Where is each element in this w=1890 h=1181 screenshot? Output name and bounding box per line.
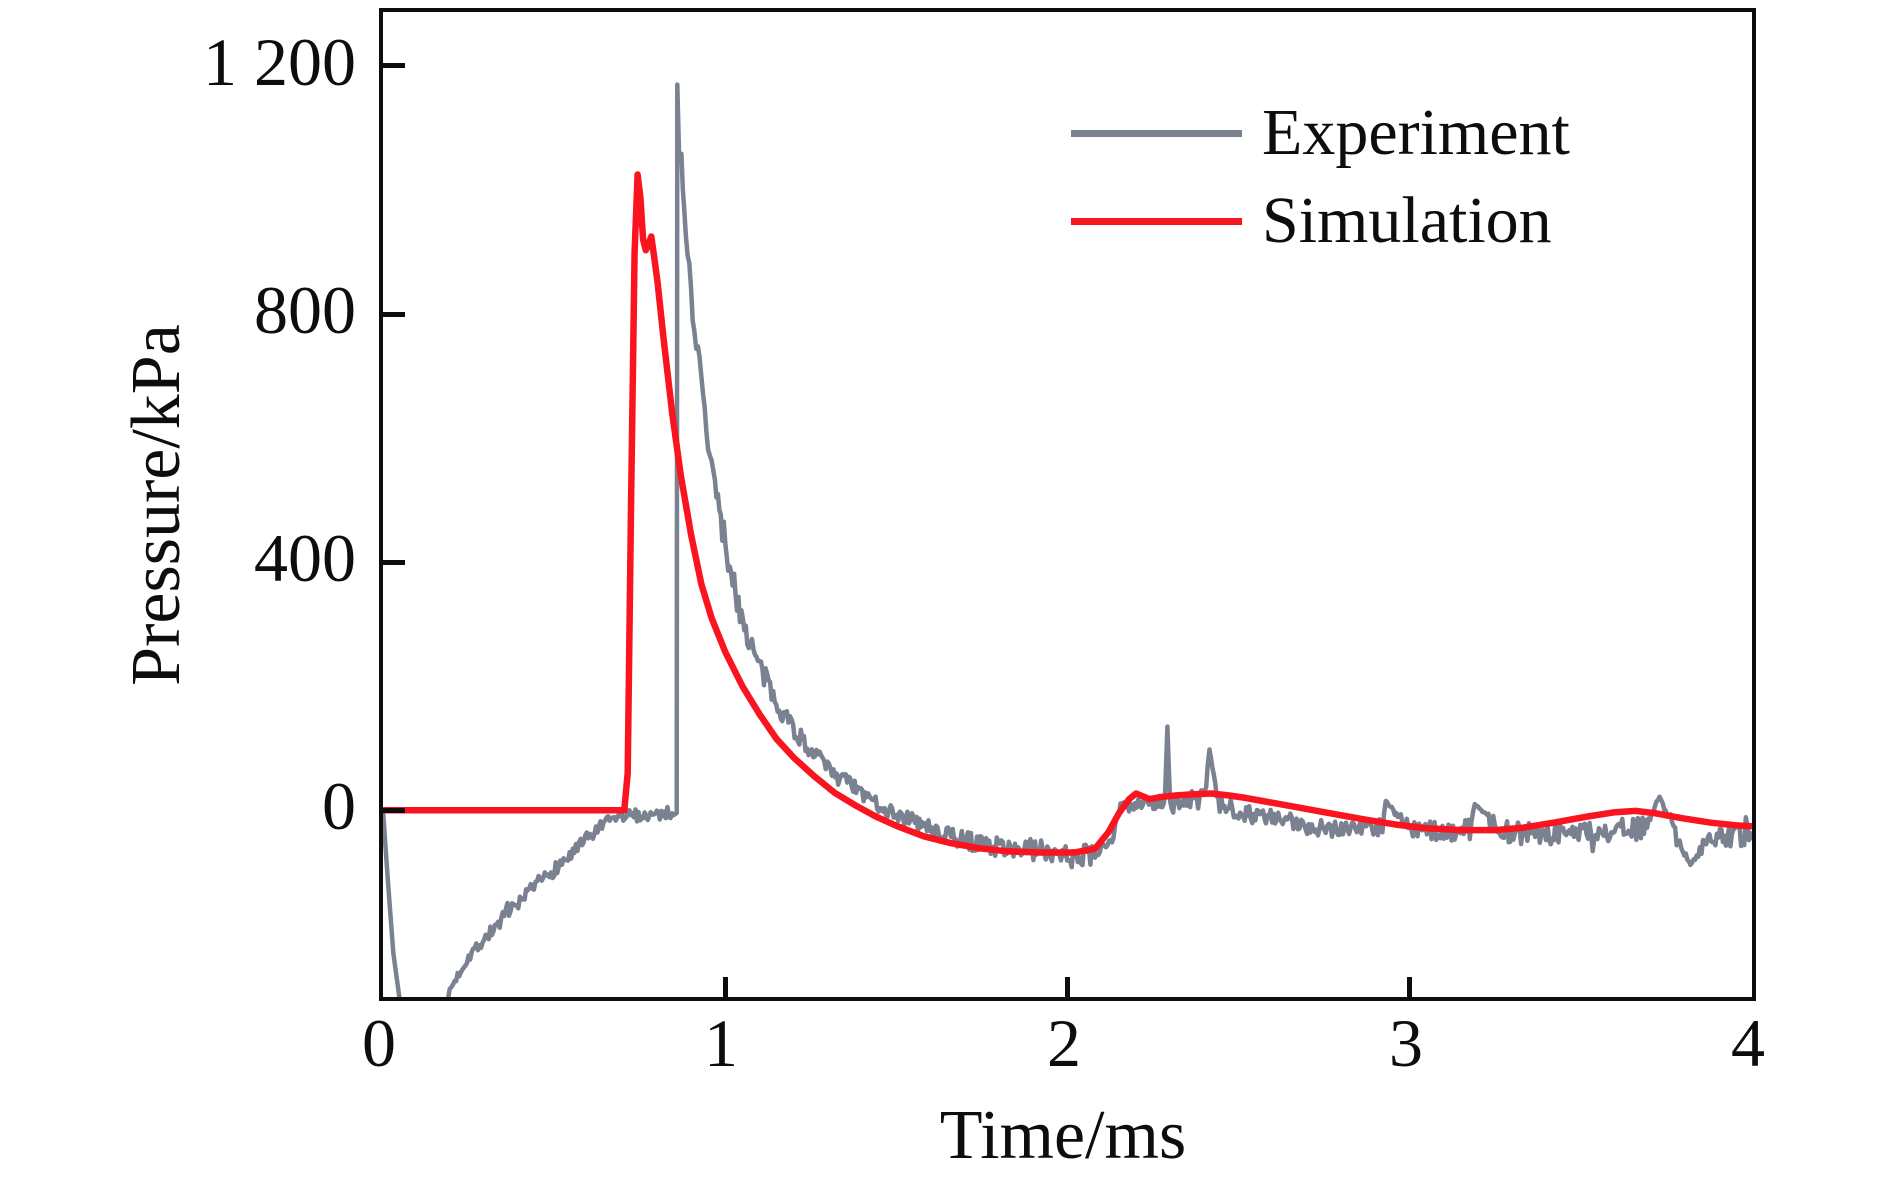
x-tick-label-4: 4	[1731, 1005, 1765, 1081]
y-tick-label-400: 400	[254, 520, 356, 596]
chart-legend: Experiment Simulation	[1071, 89, 1570, 265]
y-tick-label-800: 800	[254, 272, 356, 348]
x-tick-label-2: 2	[1047, 1005, 1081, 1081]
experiment-line-swatch	[1071, 129, 1242, 137]
y-axis-title: Pressure/kPa	[118, 324, 195, 686]
legend-label-experiment: Experiment	[1262, 96, 1570, 169]
x-tick-1	[723, 977, 728, 997]
legend-label-simulation: Simulation	[1262, 184, 1552, 257]
x-tick-3	[1407, 977, 1412, 997]
x-tick-label-1: 1	[704, 1005, 738, 1081]
simulation-line-swatch	[1071, 217, 1242, 225]
x-tick-label-3: 3	[1389, 1005, 1423, 1081]
y-tick-label-0: 0	[322, 768, 356, 844]
legend-item-simulation: Simulation	[1071, 177, 1570, 265]
plot-area: Experiment Simulation	[379, 8, 1756, 1001]
y-tick-800	[383, 312, 405, 317]
y-tick-1200	[383, 63, 405, 68]
x-tick-2	[1065, 977, 1070, 997]
y-tick-400	[383, 560, 405, 565]
legend-item-experiment: Experiment	[1071, 89, 1570, 177]
x-axis-title: Time/ms	[939, 1097, 1187, 1174]
x-tick-label-0: 0	[362, 1005, 396, 1081]
experiment-line	[383, 82, 1752, 997]
y-tick-0	[383, 808, 405, 813]
y-tick-label-1200: 1 200	[203, 24, 356, 100]
chart-canvas	[383, 82, 1752, 997]
simulation-line	[383, 171, 1752, 856]
